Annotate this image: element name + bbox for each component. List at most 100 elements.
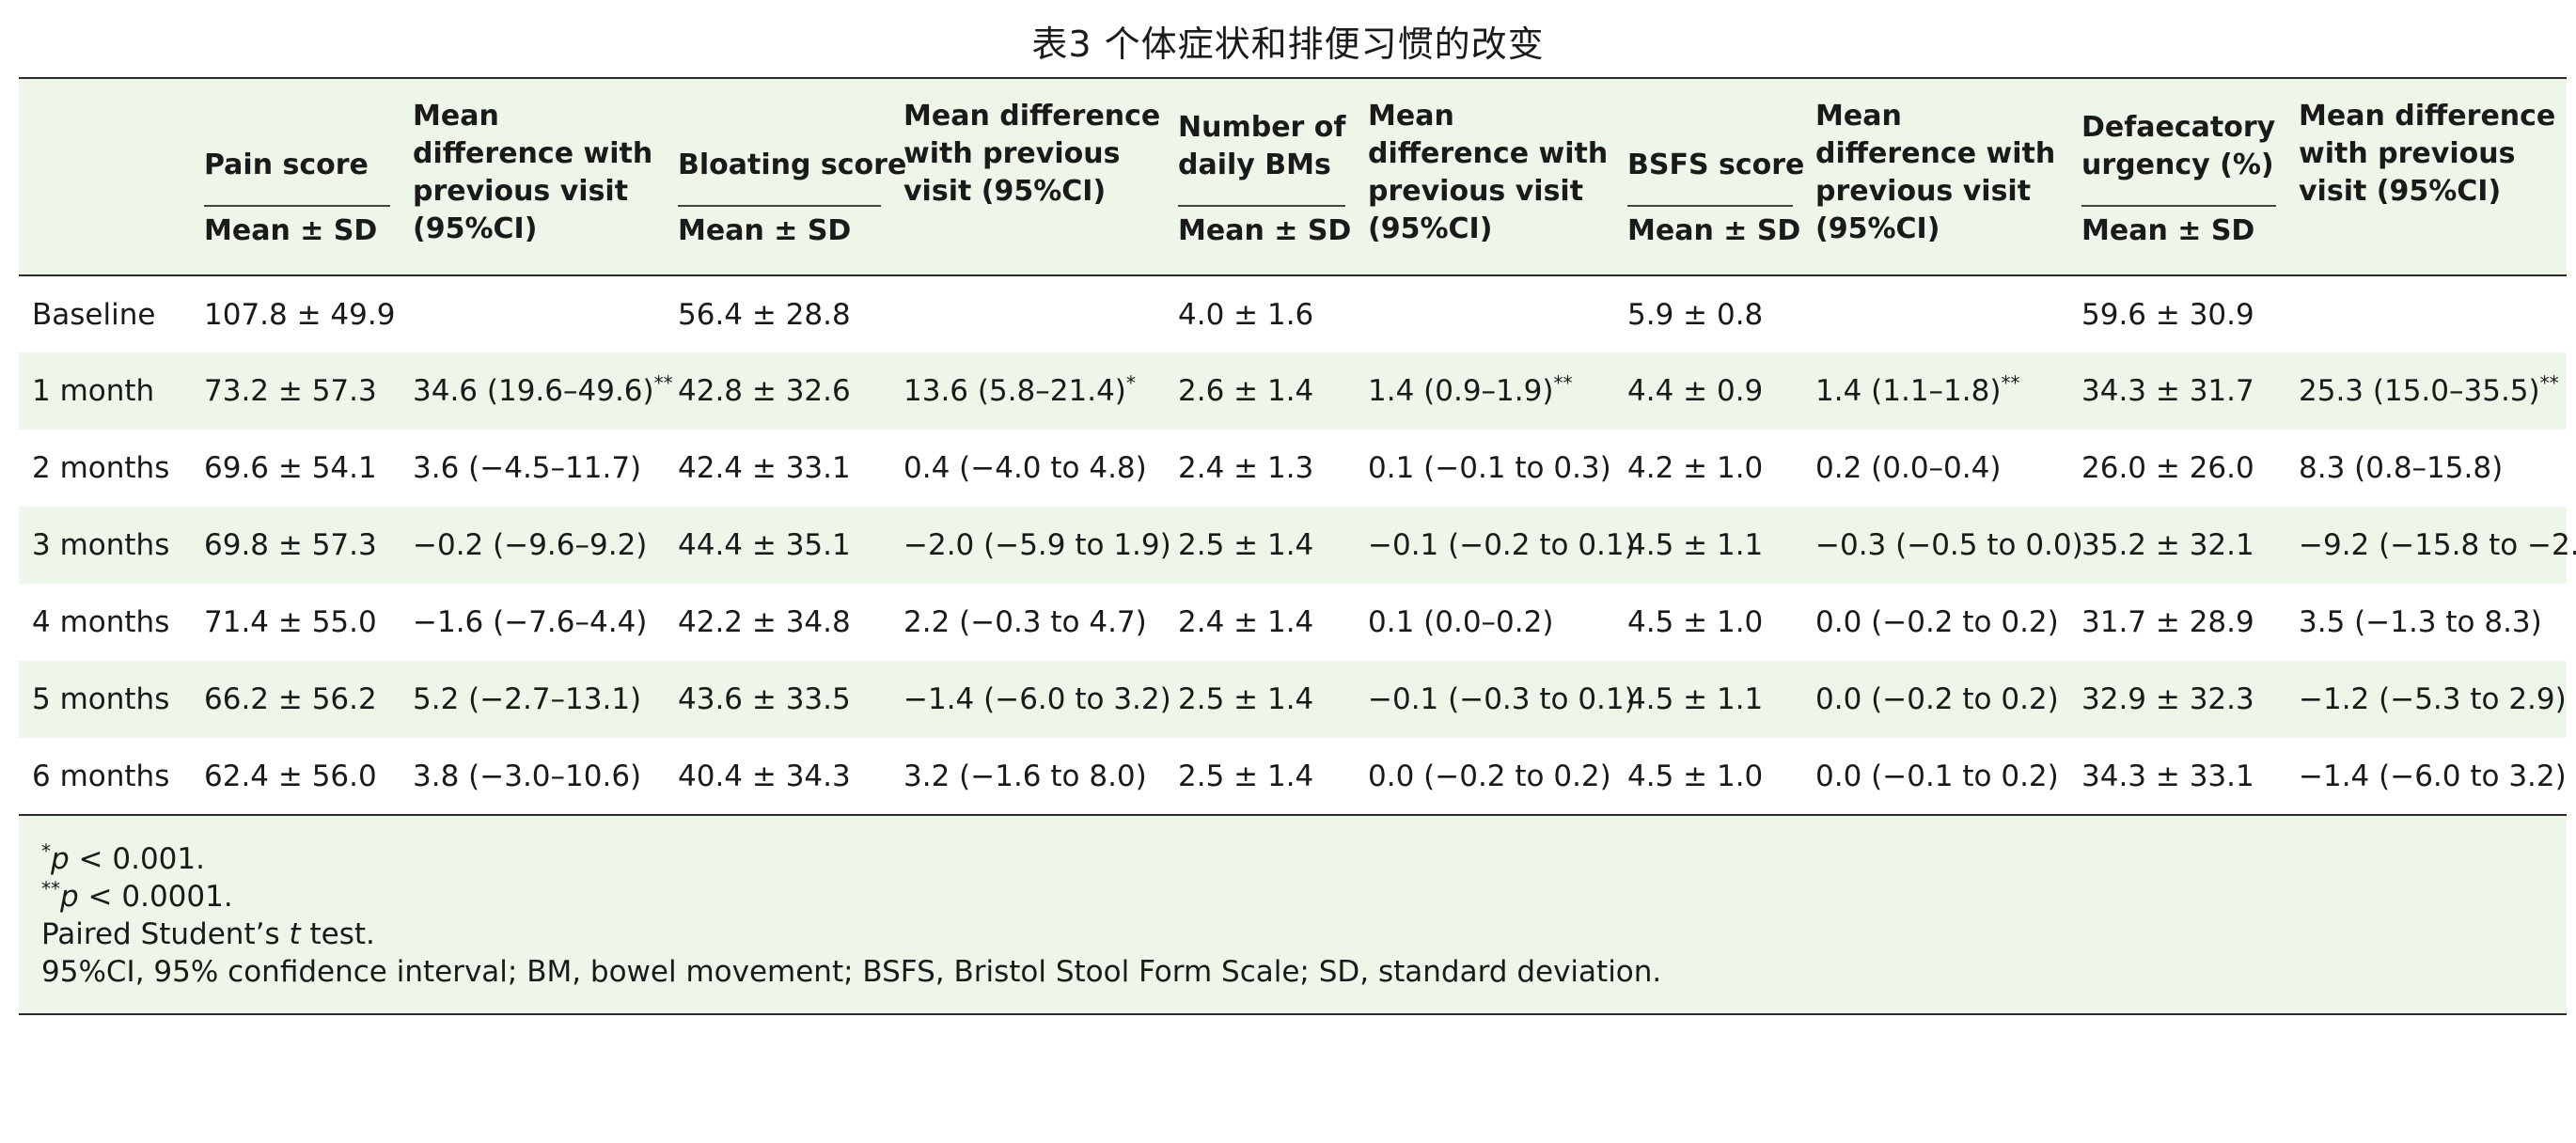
cell-value: 2.2 (−0.3 to 4.7) xyxy=(903,605,1147,639)
table-cell xyxy=(2287,274,2567,352)
cell-value: 4.5 ± 1.1 xyxy=(1627,682,1764,716)
cell-value: 0.1 (−0.1 to 0.3) xyxy=(1368,451,1611,485)
footnote-p: p xyxy=(51,842,70,876)
cell-value: 71.4 ± 55.0 xyxy=(204,605,377,639)
cell-value: 3.5 (−1.3 to 8.3) xyxy=(2299,605,2542,639)
footnote-mark: * xyxy=(41,839,51,863)
table-cell: −9.2 (−15.8 to −2.6) xyxy=(2287,507,2576,584)
footnote-t: t xyxy=(289,917,301,951)
table-cell: −1.6 (−7.6–4.4) xyxy=(401,584,667,661)
cell-value: 31.7 ± 28.9 xyxy=(2081,605,2254,639)
cell-value: 3.6 (−4.5–11.7) xyxy=(413,451,642,485)
table-cell: 0.0 (−0.1 to 0.2) xyxy=(1804,738,2070,816)
cell-value: 2.4 ± 1.4 xyxy=(1178,605,1314,639)
table-cell: 2.6 ± 1.4 xyxy=(1167,352,1357,430)
table-row: 3 months 69.8 ± 57.3 −0.2 (−9.6–9.2) 44.4 ±… xyxy=(19,507,2576,584)
table-header: Pain score Mean difference with previous… xyxy=(19,78,2567,275)
table-cell xyxy=(1357,274,1616,352)
row-label: 1 month xyxy=(32,374,155,408)
table-cell: 2.5 ± 1.4 xyxy=(1167,738,1357,816)
cell-value: 2.4 ± 1.3 xyxy=(1178,451,1314,485)
table-cell: 3.5 (−1.3 to 8.3) xyxy=(2287,584,2567,661)
table-cell: 4.2 ± 1.0 xyxy=(1616,430,1804,507)
cell-value: 3.2 (−1.6 to 8.0) xyxy=(903,759,1147,793)
cell-value: 66.2 ± 56.2 xyxy=(204,682,377,716)
table-row: 5 months 66.2 ± 56.2 5.2 (−2.7–13.1) 43.6 ±… xyxy=(19,661,2567,738)
table-cell: 3.2 (−1.6 to 8.0) xyxy=(892,738,1167,816)
table-row: Baseline 107.8 ± 49.9 56.4 ± 28.8 4.0 ± 1.6… xyxy=(19,274,2567,352)
footnote-text: test. xyxy=(300,917,375,951)
cell-value: −1.4 (−6.0 to 3.2) xyxy=(2299,759,2567,793)
table-cell: −1.4 (−6.0 to 3.2) xyxy=(892,661,1171,738)
cell-value: 5.2 (−2.7–13.1) xyxy=(413,682,642,716)
table-cell: 71.4 ± 55.0 xyxy=(193,584,401,661)
footnote-text: < 0.0001. xyxy=(78,880,233,914)
cell-value: −0.3 (−0.5 to 0.0) xyxy=(1815,528,2083,562)
table-cell: 3.8 (−3.0–10.6) xyxy=(401,738,667,816)
header-bsfs-meansd: Mean ± SD xyxy=(1616,194,1804,275)
footnote-3: Paired Student’s t test. xyxy=(41,916,2544,953)
header-diff-label: Mean difference with previous visit (95%… xyxy=(2299,100,2556,208)
significance-mark: ** xyxy=(1553,371,1573,395)
cell-value: 4.5 ± 1.0 xyxy=(1627,605,1764,639)
table-cell: 43.6 ± 33.5 xyxy=(667,661,892,738)
cell-value: 4.0 ± 1.6 xyxy=(1178,297,1314,332)
table-cell: 0.1 (−0.1 to 0.3) xyxy=(1357,430,1616,507)
table-cell: 107.8 ± 49.9 xyxy=(193,274,401,352)
table-cell: 34.3 ± 33.1 xyxy=(2070,738,2287,816)
table-cell: −1.4 (−6.0 to 3.2) xyxy=(2287,738,2567,816)
header-pain-diff: Mean difference with previous visit (95%… xyxy=(401,78,667,275)
table-cell: 13.6 (5.8–21.4)* xyxy=(892,352,1167,430)
footnote-2: **p < 0.0001. xyxy=(41,878,2544,916)
cell-value: 25.3 (15.0–35.5) xyxy=(2299,374,2540,408)
table-cell: 2.4 ± 1.3 xyxy=(1167,430,1357,507)
meansd-label: Mean ± SD xyxy=(678,205,881,247)
header-pain-score: Pain score xyxy=(193,78,401,194)
cell-value: 62.4 ± 56.0 xyxy=(204,759,377,793)
row-label: 2 months xyxy=(32,451,170,485)
footnote-4: 95%CI, 95% confidence interval; BM, bowe… xyxy=(41,953,2544,991)
table-cell: 1.4 (1.1–1.8)** xyxy=(1804,352,2070,430)
cell-value: 1.4 (0.9–1.9) xyxy=(1368,374,1554,408)
table-cell: −0.1 (−0.3 to 0.1) xyxy=(1357,661,1636,738)
table-cell: 59.6 ± 30.9 xyxy=(2070,274,2287,352)
header-bloating-score: Bloating score xyxy=(667,78,906,194)
table-cell: 0.1 (0.0–0.2) xyxy=(1357,584,1616,661)
table-cell: 42.8 ± 32.6 xyxy=(667,352,892,430)
footnote-text: Paired Student’s xyxy=(41,917,290,951)
significance-mark: * xyxy=(1125,371,1136,395)
cell-value: 69.6 ± 54.1 xyxy=(204,451,377,485)
cell-value: 34.6 (19.6–49.6) xyxy=(413,374,654,408)
significance-mark: ** xyxy=(2539,371,2559,395)
header-bsfs-score: BSFS score xyxy=(1616,78,1804,194)
cell-value: 4.4 ± 0.9 xyxy=(1627,374,1764,408)
cell-value: 34.3 ± 31.7 xyxy=(2081,374,2254,408)
table-cell: 0.0 (−0.2 to 0.2) xyxy=(1804,661,2070,738)
header-bms-label: Number of daily BMs xyxy=(1178,111,1346,181)
header-diff-label: Mean difference with previous visit (95%… xyxy=(1815,100,2056,245)
table-row: 6 months 62.4 ± 56.0 3.8 (−3.0–10.6) 40.4 ±… xyxy=(19,738,2567,816)
cell-value: 4.2 ± 1.0 xyxy=(1627,451,1764,485)
cell-value: 2.5 ± 1.4 xyxy=(1178,528,1314,562)
cell-value: 5.9 ± 0.8 xyxy=(1627,297,1764,332)
header-row-sub: Mean ± SD Mean ± SD Mean ± SD Mean ± SD … xyxy=(19,194,2567,275)
table-cell: 0.0 (−0.2 to 0.2) xyxy=(1804,584,2070,661)
header-daily-bms: Number of daily BMs xyxy=(1167,78,1357,194)
table-cell xyxy=(892,274,1167,352)
cell-value: −2.0 (−5.9 to 1.9) xyxy=(903,528,1171,562)
header-row-top: Pain score Mean difference with previous… xyxy=(19,78,2567,245)
header-urgency: Defaecatory urgency (%) xyxy=(2070,78,2287,194)
table-cell: 62.4 ± 56.0 xyxy=(193,738,401,816)
cell-value: 0.0 (−0.2 to 0.2) xyxy=(1815,682,2059,716)
table-cell: 2.5 ± 1.4 xyxy=(1167,661,1357,738)
cell-value: 44.4 ± 35.1 xyxy=(678,528,851,562)
table-cell: 25.3 (15.0–35.5)** xyxy=(2287,352,2567,430)
cell-value: −9.2 (−15.8 to −2.6) xyxy=(2299,528,2576,562)
row-label: 4 months xyxy=(32,605,170,639)
footnote-text: 95%CI, 95% confidence interval; BM, bowe… xyxy=(41,955,1662,989)
table-cell: 2.5 ± 1.4 xyxy=(1167,507,1357,584)
cell-value: 13.6 (5.8–21.4) xyxy=(903,374,1126,408)
cell-value: 107.8 ± 49.9 xyxy=(204,297,396,332)
table-cell: 3.6 (−4.5–11.7) xyxy=(401,430,667,507)
header-bsfs-diff: Mean difference with previous visit (95%… xyxy=(1804,78,2070,275)
